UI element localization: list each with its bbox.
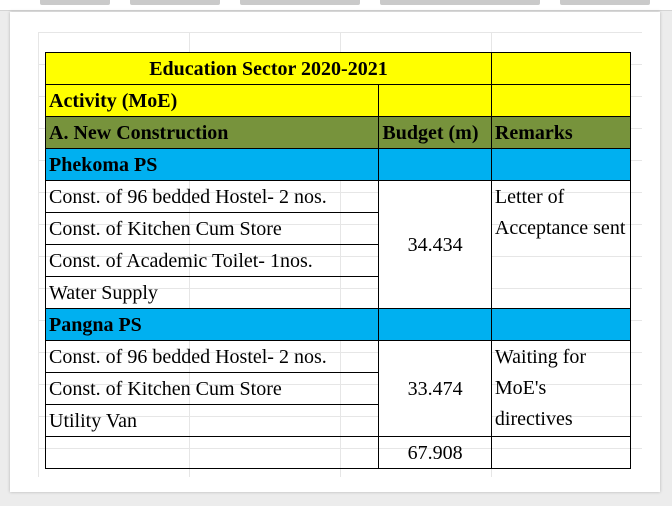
table-row: Utility Van bbox=[44, 404, 631, 437]
total-label-empty bbox=[44, 436, 380, 469]
table-row: Const. of Kitchen Cum Store bbox=[44, 212, 631, 245]
total-row: 67.908 bbox=[44, 436, 632, 469]
budget-header: Budget (m) bbox=[378, 116, 492, 149]
group-name: Phekoma PS bbox=[44, 148, 380, 181]
total-remarks-empty bbox=[490, 436, 632, 469]
group-header-row: Pangna PS bbox=[44, 308, 632, 341]
title-row-empty-cell bbox=[490, 52, 632, 85]
table-row: Const. of 96 bedded Hostel- 2 nos. 33.47… bbox=[44, 340, 632, 437]
table-row: Const. of Academic Toilet- 1nos. bbox=[44, 244, 631, 277]
group-header-empty-remarks bbox=[490, 148, 632, 181]
activity-row-empty-budget bbox=[378, 84, 492, 117]
table-row: Water Supply bbox=[44, 276, 631, 309]
activity-item: Const. of Kitchen Cum Store bbox=[44, 212, 380, 245]
activity-item: Const. of Kitchen Cum Store bbox=[44, 372, 380, 405]
title-row: Education Sector 2020-2021 bbox=[45, 52, 632, 85]
group-budget: 34.434 bbox=[378, 180, 492, 309]
education-sector-table: Education Sector 2020-2021 Activity (MoE… bbox=[44, 52, 632, 469]
group-budget: 33.474 bbox=[378, 340, 492, 437]
table-row: Const. of 96 bedded Hostel- 2 nos. 34.43… bbox=[44, 180, 632, 309]
activity-header: Activity (MoE) bbox=[44, 84, 380, 117]
total-budget: 67.908 bbox=[378, 436, 492, 469]
activity-item: Const. of Academic Toilet- 1nos. bbox=[44, 244, 380, 277]
activity-item: Utility Van bbox=[44, 404, 380, 437]
activity-item: Const. of 96 bedded Hostel- 2 nos. bbox=[44, 340, 380, 373]
group-remarks: Letter of Acceptance sent bbox=[490, 180, 632, 309]
table-title: Education Sector 2020-2021 bbox=[45, 52, 492, 85]
group-header-empty-budget bbox=[378, 148, 492, 181]
group-header-row: Phekoma PS bbox=[44, 148, 632, 181]
section-header: A. New Construction bbox=[44, 116, 380, 149]
activity-row: Activity (MoE) bbox=[44, 84, 632, 117]
group-name: Pangna PS bbox=[44, 308, 380, 341]
group-header-empty-remarks bbox=[490, 308, 632, 341]
remarks-header: Remarks bbox=[490, 116, 632, 149]
column-header-row: A. New Construction Budget (m) Remarks bbox=[44, 116, 632, 149]
activity-item: Const. of 96 bedded Hostel- 2 nos. bbox=[44, 180, 380, 213]
group-remarks: Waiting for MoE's directives bbox=[490, 340, 632, 437]
group-header-empty-budget bbox=[378, 308, 492, 341]
document-page: Education Sector 2020-2021 Activity (MoE… bbox=[10, 12, 660, 492]
activity-item: Water Supply bbox=[44, 276, 380, 309]
activity-row-empty-remarks bbox=[490, 84, 632, 117]
top-strip bbox=[0, 0, 672, 11]
